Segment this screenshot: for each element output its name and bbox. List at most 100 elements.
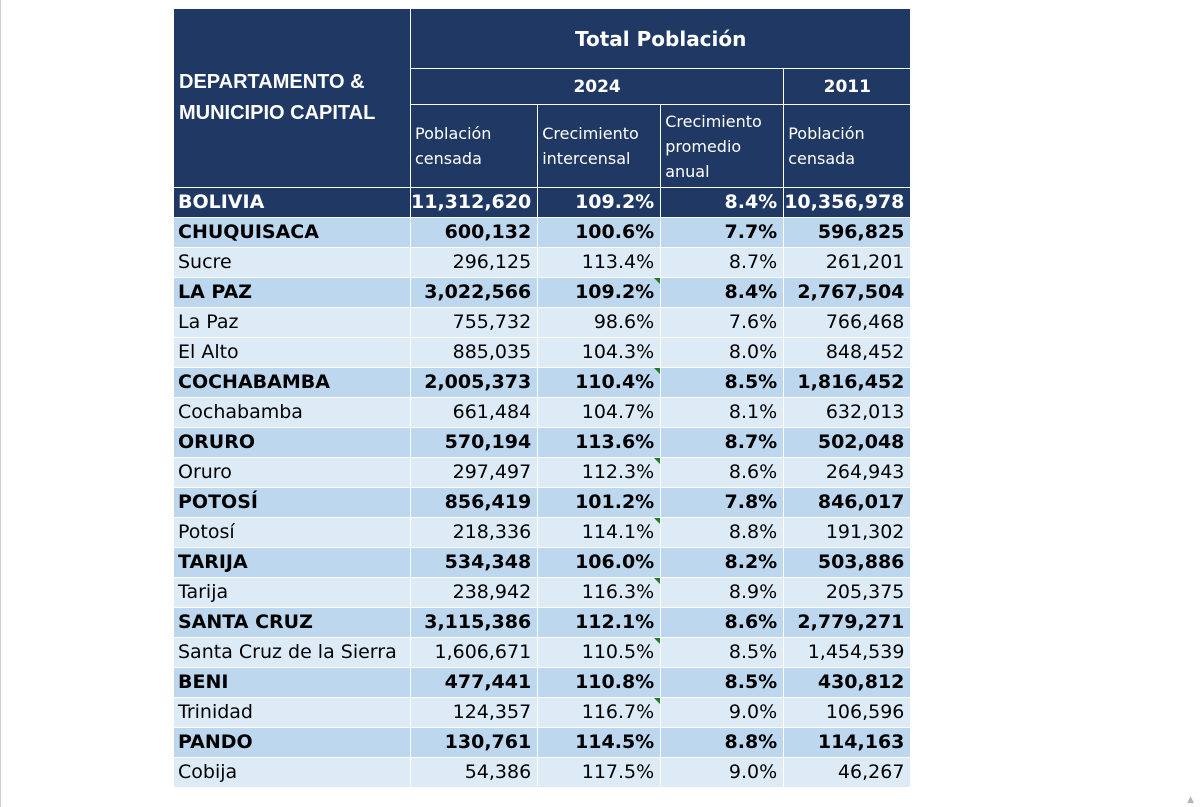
row-name-text: COCHABAMBA: [178, 371, 330, 393]
cell-crecimiento-anual: 7.6%: [660, 307, 785, 338]
comment-indicator-icon: [654, 638, 660, 644]
cell-crecimiento-intercensal-text: 114.1%: [581, 521, 655, 543]
cell-crecimiento-intercensal-text: 117.5%: [581, 761, 655, 783]
cell-crecimiento-intercensal-text: 113.4%: [581, 251, 655, 273]
cell-crecimiento-anual: 8.7%: [660, 247, 785, 278]
viewer-left-edge: [0, 0, 1, 807]
cell-poblacion-2024-text: 600,132: [444, 221, 532, 243]
cell-crecimiento-intercensal: 110.8%: [537, 667, 662, 698]
cell-crecimiento-intercensal-text: 106.0%: [575, 551, 655, 573]
header-year-2024: 2024: [409, 68, 785, 105]
row-name-text: POTOSÍ: [178, 491, 258, 513]
cell-crecimiento-intercensal-text: 116.3%: [581, 581, 655, 603]
cell-crecimiento-anual-text: 8.5%: [724, 671, 778, 693]
row-name-text: ORURO: [178, 431, 255, 453]
cell-poblacion-2024-text: 661,484: [452, 401, 532, 423]
row-name: Trinidad: [173, 697, 411, 728]
cell-poblacion-2011: 46,267: [783, 757, 912, 788]
row-name-text: Potosí: [178, 521, 235, 543]
cell-crecimiento-intercensal-text: 110.4%: [575, 371, 655, 393]
cell-poblacion-2011-text: 114,163: [817, 731, 905, 753]
cell-poblacion-2011: 848,452: [783, 337, 912, 368]
table-row: PANDO 130,761 114.5% 8.8% 114,163: [173, 727, 912, 758]
cell-crecimiento-anual-text: 8.8%: [728, 521, 778, 543]
cell-poblacion-2011: 1,816,452: [783, 367, 912, 398]
table-body: BOLIVIA 11,312,620 109.2% 8.4% 10,356,978 CHU…: [173, 187, 912, 788]
table-row: COCHABAMBA 2,005,373 110.4% 8.5% 1,816,452: [173, 367, 912, 398]
cell-poblacion-2011: 191,302: [783, 517, 912, 548]
cell-crecimiento-anual: 8.9%: [660, 577, 785, 608]
cell-crecimiento-intercensal: 104.3%: [537, 337, 662, 368]
table-row: LA PAZ 3,022,566 109.2% 8.4% 2,767,504: [173, 277, 912, 308]
cell-crecimiento-intercensal: 104.7%: [537, 397, 662, 428]
cell-crecimiento-intercensal: 110.5%: [537, 637, 662, 668]
cell-poblacion-2024: 534,348: [409, 547, 539, 578]
comment-indicator-icon: [654, 278, 660, 284]
comment-indicator-icon: [654, 698, 660, 704]
cell-crecimiento-anual: 7.7%: [660, 217, 785, 248]
row-name-text: La Paz: [178, 311, 239, 333]
cell-crecimiento-anual-text: 8.1%: [728, 401, 778, 423]
cell-poblacion-2011-text: 632,013: [825, 401, 905, 423]
row-name: Tarija: [173, 577, 411, 608]
cell-poblacion-2024: 885,035: [409, 337, 539, 368]
cell-crecimiento-anual-text: 8.4%: [724, 191, 778, 213]
cell-poblacion-2024-text: 3,115,386: [424, 611, 532, 633]
cell-crecimiento-anual-text: 8.9%: [728, 581, 778, 603]
cell-poblacion-2024: 296,125: [409, 247, 539, 278]
cell-poblacion-2024: 2,005,373: [409, 367, 539, 398]
cell-poblacion-2024-text: 856,419: [444, 491, 532, 513]
row-name-text: CHUQUISACA: [178, 221, 319, 243]
table-row: TARIJA 534,348 106.0% 8.2% 503,886: [173, 547, 912, 578]
cell-crecimiento-anual-text: 8.5%: [728, 641, 778, 663]
cell-poblacion-2024: 124,357: [409, 697, 539, 728]
cell-poblacion-2011-text: 10,356,978: [784, 191, 905, 213]
row-name-text: El Alto: [178, 341, 239, 363]
cell-crecimiento-anual: 8.6%: [660, 607, 785, 638]
cell-crecimiento-anual: 8.4%: [660, 187, 785, 218]
cell-poblacion-2024-text: 124,357: [452, 701, 532, 723]
cell-crecimiento-intercensal: 117.5%: [537, 757, 662, 788]
row-name-text: PANDO: [178, 731, 253, 753]
cell-crecimiento-intercensal-text: 112.1%: [575, 611, 655, 633]
row-name-text: Trinidad: [178, 701, 253, 723]
cell-crecimiento-anual-text: 7.8%: [724, 491, 778, 513]
row-name: SANTA CRUZ: [173, 607, 411, 638]
cell-poblacion-2011: 264,943: [783, 457, 912, 488]
cell-poblacion-2024: 54,386: [409, 757, 539, 788]
table-row: ORURO 570,194 113.6% 8.7% 502,048: [173, 427, 912, 458]
cell-crecimiento-intercensal-text: 101.2%: [575, 491, 655, 513]
row-name-text: TARIJA: [178, 551, 248, 573]
row-name-text: Oruro: [178, 461, 232, 483]
cell-crecimiento-anual: 8.8%: [660, 727, 785, 758]
cell-crecimiento-anual: 8.8%: [660, 517, 785, 548]
cell-crecimiento-intercensal-text: 113.6%: [575, 431, 655, 453]
header-crecimiento-anual: Crecimiento promedio anual: [660, 104, 785, 188]
row-name: Oruro: [173, 457, 411, 488]
cell-poblacion-2011-text: 2,779,271: [797, 611, 905, 633]
cell-crecimiento-intercensal-text: 109.2%: [575, 191, 655, 213]
cell-poblacion-2011-text: 766,468: [825, 311, 905, 333]
cell-crecimiento-intercensal-text: 104.7%: [581, 401, 655, 423]
cell-poblacion-2024-text: 2,005,373: [424, 371, 532, 393]
row-name: Cobija: [173, 757, 411, 788]
table-row: Cochabamba 661,484 104.7% 8.1% 632,013: [173, 397, 912, 428]
cell-poblacion-2024: 661,484: [409, 397, 539, 428]
table-row: SANTA CRUZ 3,115,386 112.1% 8.6% 2,779,271: [173, 607, 912, 638]
row-name: Cochabamba: [173, 397, 411, 428]
table-row: La Paz 755,732 98.6% 7.6% 766,468: [173, 307, 912, 338]
row-name-text: SANTA CRUZ: [178, 611, 313, 633]
cell-poblacion-2011-text: 2,767,504: [797, 281, 905, 303]
cell-crecimiento-intercensal-text: 100.6%: [575, 221, 655, 243]
cell-crecimiento-anual-text: 8.5%: [724, 371, 778, 393]
row-name: ORURO: [173, 427, 411, 458]
cell-crecimiento-intercensal: 110.4%: [537, 367, 662, 398]
cell-crecimiento-intercensal: 114.5%: [537, 727, 662, 758]
cell-poblacion-2024-text: 534,348: [444, 551, 532, 573]
cell-crecimiento-anual: 8.2%: [660, 547, 785, 578]
cell-crecimiento-intercensal: 113.6%: [537, 427, 662, 458]
table-row: Cobija 54,386 117.5% 9.0% 46,267: [173, 757, 912, 788]
cell-poblacion-2024: 570,194: [409, 427, 539, 458]
cell-poblacion-2011: 430,812: [783, 667, 912, 698]
cell-poblacion-2011: 846,017: [783, 487, 912, 518]
